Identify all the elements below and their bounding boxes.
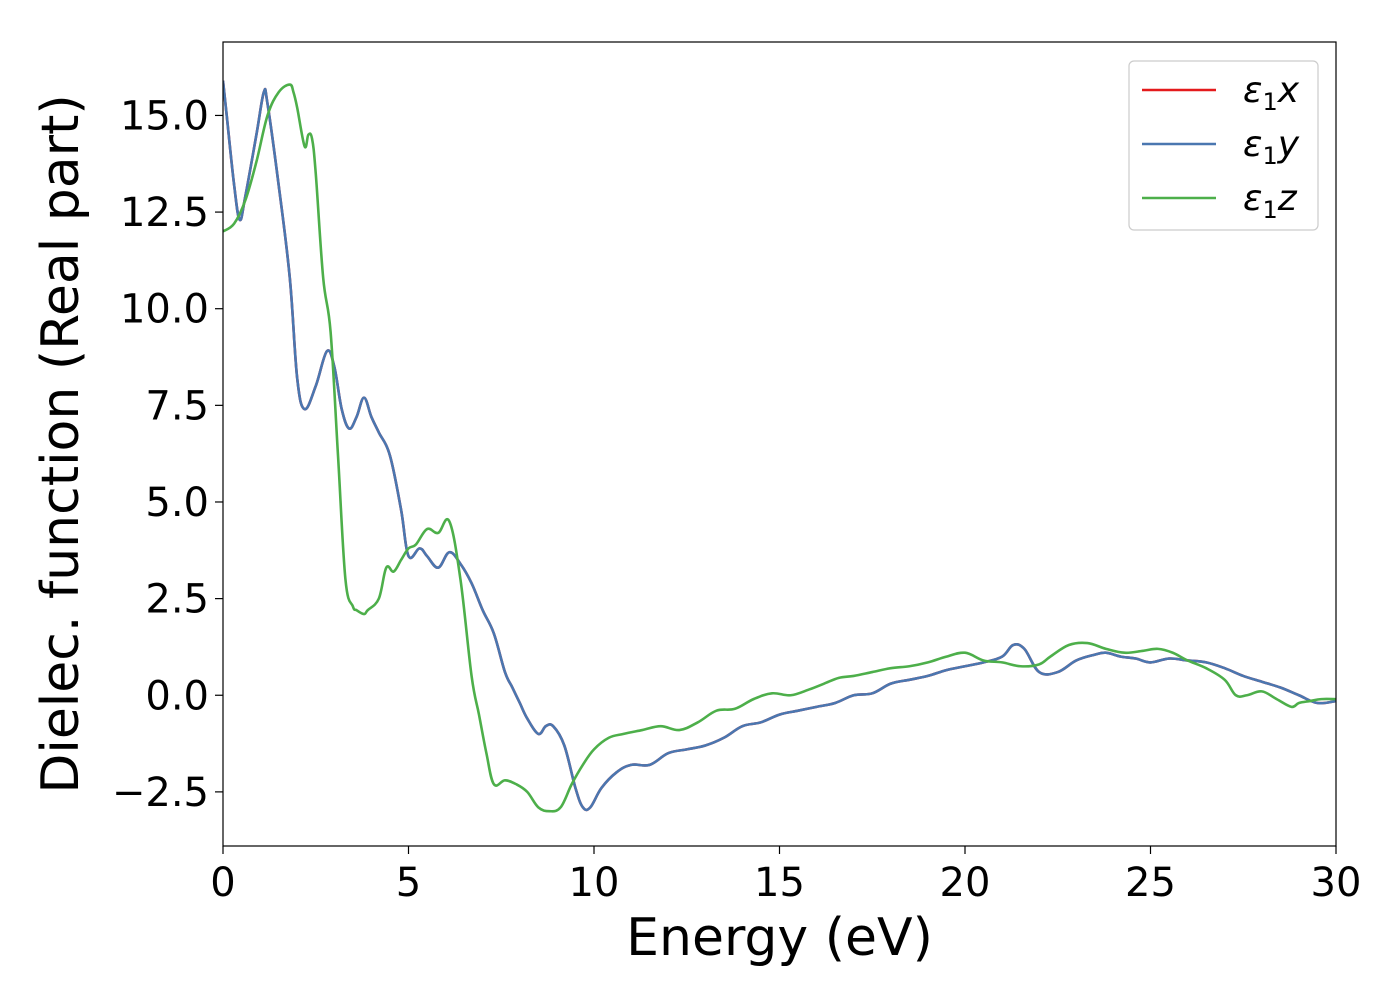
x-tick-label: 30 xyxy=(1311,860,1362,906)
x-axis-title: Energy (eV) xyxy=(626,908,933,968)
x-tick-label: 10 xyxy=(569,860,620,906)
x-tick-label: 25 xyxy=(1125,860,1176,906)
y-tick-label: 2.5 xyxy=(145,577,209,623)
y-tick-label: 7.5 xyxy=(145,383,209,429)
series-line-z xyxy=(223,83,1336,813)
legend-label-z: ε1z xyxy=(1243,178,1298,224)
legend-label-y: ε1y xyxy=(1243,124,1300,170)
y-tick-label: −2.5 xyxy=(112,770,209,816)
y-tick-label: 5.0 xyxy=(145,480,209,526)
series-layer xyxy=(223,80,1336,813)
legend-box xyxy=(1128,60,1319,231)
x-tick-label: 15 xyxy=(754,860,805,906)
x-axis: 0 5 10 15 20 25 30 xyxy=(210,846,1361,906)
x-tick-label: 20 xyxy=(940,860,991,906)
x-tick-label: 5 xyxy=(396,860,421,906)
x-tick-label: 0 xyxy=(210,860,235,906)
y-tick-label: 0.0 xyxy=(145,673,209,719)
legend-label-x: ε1x xyxy=(1243,70,1300,116)
legend: ε1x ε1y ε1z xyxy=(1128,60,1319,231)
series-line-y xyxy=(223,80,1336,812)
y-tick-label: 15.0 xyxy=(120,93,209,139)
y-axis: −2.5 0.0 2.5 5.0 7.5 10.0 12.5 15.0 xyxy=(112,93,223,816)
y-axis-title: Dielec. function (Real part) xyxy=(31,94,91,793)
y-tick-label: 12.5 xyxy=(120,190,209,236)
y-tick-label: 10.0 xyxy=(120,287,209,333)
